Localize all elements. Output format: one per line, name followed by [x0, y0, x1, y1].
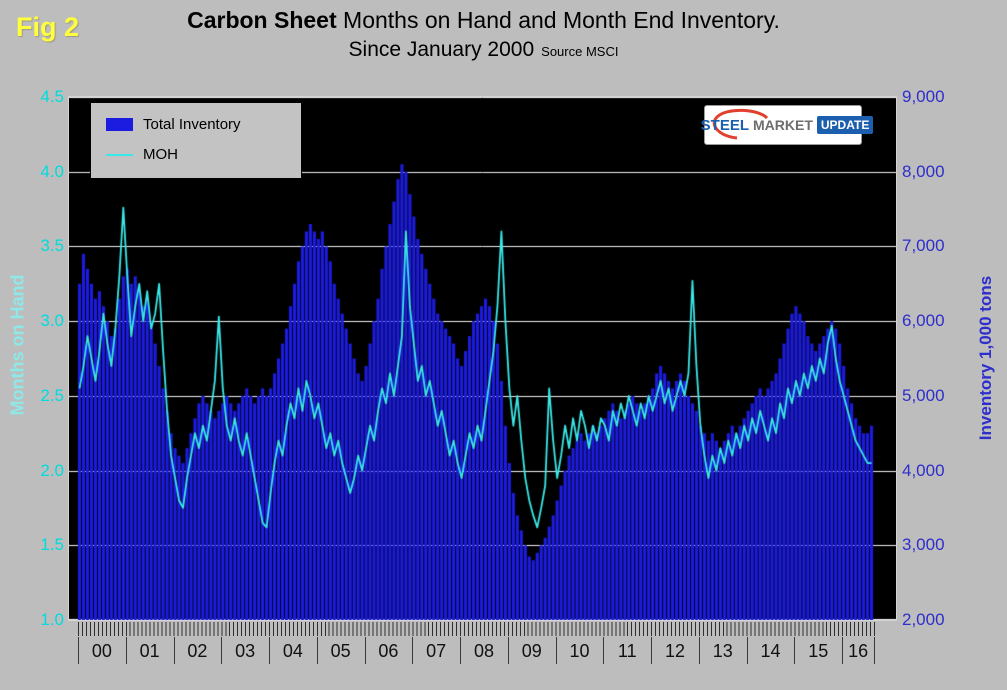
x-axis-year-label: 05: [330, 641, 351, 661]
x-axis-year-label: 11: [617, 641, 637, 661]
x-axis-year-tick: [269, 637, 271, 664]
right-axis-tick-label: 5,000: [902, 385, 945, 405]
chart-title: Carbon Sheet Months on Hand and Month En…: [0, 7, 967, 62]
x-axis-year-label: 14: [760, 641, 781, 661]
right-axis-tick-label: 2,000: [902, 610, 945, 629]
x-axis-year-tick: [507, 637, 509, 664]
chart-title-line2: Since January 2000 Source MSCI: [0, 38, 967, 62]
x-axis-year-tick: [555, 637, 557, 664]
x-axis-year-label: 16: [848, 641, 869, 661]
x-axis-year-label: 10: [569, 641, 590, 661]
legend-item-total-inventory: Total Inventory: [106, 116, 301, 133]
x-axis-year-tick: [221, 637, 223, 664]
right-axis-tick-label: 4,000: [902, 460, 945, 480]
x-axis-year-tick: [874, 637, 875, 664]
x-axis-year-label: 12: [664, 641, 686, 661]
plot-area: Total Inventory MOH STEEL MARKET UPDATE: [68, 96, 897, 621]
left-axis-tick-label: 1.5: [40, 535, 64, 555]
x-axis-year-tick: [746, 637, 748, 664]
steel-market-update-logo: STEEL MARKET UPDATE: [700, 105, 874, 145]
x-axis-year-tick: [794, 637, 796, 664]
left-axis-tick-label: 3.5: [40, 236, 64, 256]
x-axis-year-label: 01: [139, 641, 160, 661]
x-axis-year-label: 00: [91, 641, 112, 661]
x-axis-year-label: 03: [235, 641, 256, 661]
legend-item-moh: MOH: [106, 146, 301, 163]
x-axis-year-tick: [173, 637, 175, 664]
x-axis-year-tick: [460, 637, 462, 664]
left-axis-tick-label: 3.0: [40, 311, 64, 331]
left-axis-tick-label: 1.0: [40, 610, 64, 629]
right-axis-tick-label: 9,000: [902, 87, 945, 106]
x-axis-year-tick: [603, 637, 605, 664]
title-product: Carbon Sheet: [187, 7, 337, 33]
right-axis-tick-label: 8,000: [902, 161, 945, 181]
x-axis-year-tick: [412, 637, 414, 664]
x-axis-year-labels: 00 01 02 03 04 05 06 07 08 09 10 11 12 13 14 15 16: [69, 637, 896, 668]
x-axis-year-label: 09: [521, 641, 542, 661]
logo-word-update: UPDATE: [816, 116, 874, 134]
x-axis-year-tick: [698, 637, 700, 664]
legend-label-moh: MOH: [143, 146, 178, 163]
title-source: Source MSCI: [541, 44, 619, 59]
x-axis-year-tick: [364, 637, 366, 664]
left-axis-tick-label: 2.5: [40, 385, 64, 405]
right-axis-tick-label: 7,000: [902, 236, 945, 256]
x-axis-year-tick: [651, 637, 653, 664]
right-axis-tick-labels: 9,000 8,000 7,000 6,000 5,000 4,000 3,000 2,000: [902, 87, 972, 629]
x-axis-year-tick: [125, 637, 127, 664]
chart-title-line1: Carbon Sheet Months on Hand and Month En…: [0, 7, 967, 34]
fig-label: Fig 2: [16, 12, 80, 42]
x-axis-year-label: 15: [808, 641, 829, 661]
x-axis-year-label: 13: [712, 641, 733, 661]
x-axis-year-label: 06: [378, 641, 399, 661]
left-axis-tick-labels: 4.5 4.0 3.5 3.0 2.5 2.0 1.5 1.0: [24, 87, 64, 629]
left-axis-tick-label: 2.0: [40, 460, 64, 480]
legend: Total Inventory MOH: [90, 102, 302, 179]
month-tick-marks: [78, 622, 875, 636]
x-axis-year-tick: [316, 637, 318, 664]
right-axis-title: Inventory 1,000 tons: [976, 275, 995, 441]
logo-swoosh-icon: [712, 108, 769, 140]
x-axis-year-label: 08: [473, 641, 494, 661]
logo-word-steel: STEEL: [700, 116, 749, 134]
title-subtitle: Since January 2000: [348, 38, 535, 61]
chart-canvas: [69, 97, 896, 620]
right-axis-tick-label: 6,000: [902, 311, 945, 331]
x-axis-year-label: 02: [187, 641, 208, 661]
x-axis-year-label: 07: [426, 641, 447, 661]
x-axis-year-tick: [842, 637, 844, 664]
legend-swatch-line-icon: [106, 153, 133, 156]
x-axis-year-label: 04: [282, 641, 303, 661]
title-description: Months on Hand and Month End Inventory.: [343, 7, 780, 33]
legend-label-total-inventory: Total Inventory: [143, 116, 241, 133]
x-axis-year-tick: [78, 637, 79, 664]
legend-swatch-bar-icon: [106, 118, 133, 131]
right-axis-tick-label: 3,000: [902, 535, 945, 555]
left-axis-tick-label: 4.5: [40, 87, 64, 106]
left-axis-tick-label: 4.0: [40, 161, 64, 181]
x-axis-month-ticks: [69, 622, 896, 636]
logo-word-market: MARKET: [753, 117, 813, 133]
